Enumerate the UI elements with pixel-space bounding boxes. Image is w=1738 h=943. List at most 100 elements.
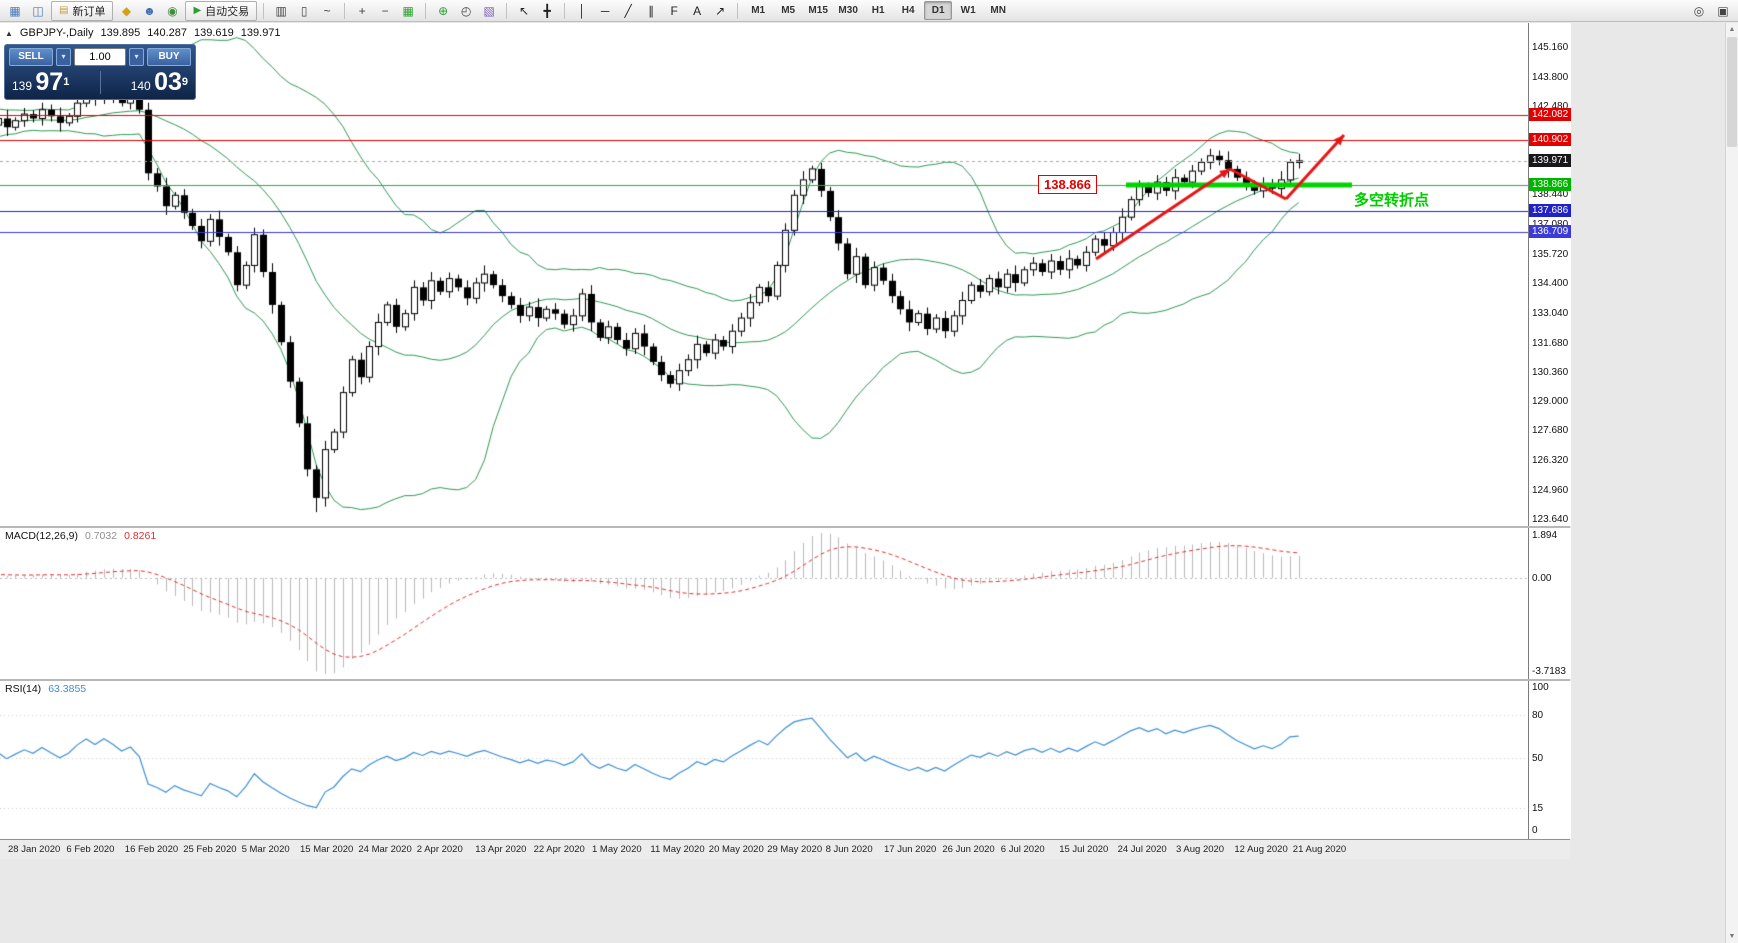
price-axis-label: 134.400 — [1532, 277, 1569, 289]
price-pane: ▲ GBPJPY-,Daily 139.895 140.287 139.619 … — [0, 23, 1571, 526]
bar-high: 140.287 — [147, 27, 188, 39]
macd-name: MACD(12,26,9) — [5, 530, 78, 542]
price-axis-label: 129.000 — [1532, 396, 1569, 408]
price-tag-136.709: 136.709 — [1529, 225, 1571, 239]
timeframe-m5[interactable]: M5 — [781, 5, 796, 16]
line-chart-icon[interactable]: ~ — [323, 3, 331, 18]
autotrade-button-label: 自动交易 — [205, 5, 250, 18]
date-label: 3 Aug 2020 — [1176, 844, 1225, 855]
timeframe-mn[interactable]: MN — [990, 5, 1006, 16]
periods-icon[interactable]: ◴ — [460, 3, 472, 18]
price-axis-label: 138.440 — [1532, 189, 1569, 201]
price-axis-label: 137.080 — [1532, 219, 1568, 230]
profiles-icon[interactable]: ◫ — [32, 3, 44, 18]
horizontal-line-icon[interactable]: ─ — [600, 3, 610, 18]
bar-chart-icon[interactable]: ▥ — [275, 3, 287, 18]
macd-axis-label: 0.00 — [1532, 572, 1552, 584]
panel-collapse-icon[interactable]: ▲ — [5, 28, 13, 38]
one-click-trading-panel: SELL ▾ ▾ BUY 139 971 140 039 — [4, 44, 196, 100]
price-chart[interactable] — [0, 23, 1528, 526]
price-axis-label: 123.640 — [1532, 513, 1569, 525]
buy-button[interactable]: BUY — [147, 48, 191, 66]
search-icon[interactable]: ◎ — [1693, 3, 1705, 18]
cursor-icon[interactable]: ↖ — [519, 3, 530, 18]
rsi-axis-label: 80 — [1532, 709, 1544, 721]
sell-price[interactable]: 139 971 — [12, 67, 69, 97]
macd-chart[interactable] — [0, 528, 1528, 679]
date-label: 15 Mar 2020 — [300, 844, 354, 855]
price-axis-label: 124.960 — [1532, 484, 1569, 496]
price-axis-label: 133.040 — [1532, 307, 1569, 319]
volume-caret-icon[interactable]: ▾ — [129, 48, 144, 66]
templates-icon[interactable]: ▧ — [483, 3, 495, 18]
date-label: 24 Mar 2020 — [358, 844, 412, 855]
zoom-in-icon[interactable]: + — [358, 3, 366, 18]
candlestick-chart-icon[interactable]: ▯ — [300, 3, 308, 18]
terminal-icon[interactable]: ◉ — [167, 3, 178, 18]
date-label: 29 May 2020 — [767, 844, 823, 855]
new-order-icon: ▤ — [59, 5, 69, 16]
date-label: 25 Feb 2020 — [183, 844, 237, 855]
timeframe-m15[interactable]: M15 — [808, 5, 828, 16]
toolbar-icon-group: ▦ ◫ — [4, 1, 49, 21]
timeframe-w1[interactable]: W1 — [960, 5, 976, 16]
toolbar-groups: ▦ ◫ ▤ 新订单 ◆ ☻ ◉ ▶ 自动交易 ▥ ▯ ~ + − ▦ ⊕ ◴ ▧ ↖ ╋ │ ─ ╱ ∥ F A ↗ M1 M5 M15 M… — [4, 0, 1012, 21]
toolbar-separator — [425, 2, 427, 19]
navigator-icon[interactable]: ☻ — [143, 3, 156, 18]
rsi-axis[interactable]: 100 80 50 15 0 — [1528, 681, 1571, 839]
timeframe-m30[interactable]: M30 — [838, 5, 858, 16]
sell-options-caret-icon[interactable]: ▾ — [56, 48, 71, 66]
arrow-objects-icon[interactable]: ↗ — [715, 3, 726, 18]
sell-button[interactable]: SELL — [9, 48, 53, 66]
scroll-down-icon[interactable]: ▼ — [1728, 933, 1736, 940]
date-label: 24 Jul 2020 — [1117, 844, 1167, 855]
macd-value-main: 0.7032 — [84, 530, 118, 542]
vertical-line-icon[interactable]: │ — [578, 3, 586, 18]
timeframe-d1[interactable]: D1 — [924, 1, 953, 20]
timeframe-h1[interactable]: H1 — [871, 5, 885, 16]
indicators-icon[interactable]: ⊕ — [438, 3, 449, 18]
rsi-chart[interactable] — [0, 681, 1528, 839]
new-chart-icon[interactable]: ▦ — [9, 3, 21, 18]
toolbar-separator — [737, 2, 739, 19]
pane-splitter[interactable] — [0, 679, 1570, 681]
turning-point-note[interactable]: 多空转折点 — [1354, 192, 1430, 209]
price-tag-139.971: 139.971 — [1529, 153, 1571, 167]
toolbar-icon-group: ⊕ ◴ ▧ — [432, 1, 500, 21]
text-icon[interactable]: A — [693, 3, 702, 18]
date-label: 12 Aug 2020 — [1234, 844, 1288, 855]
price-axis[interactable]: 145.160 143.800 142.480 138.440 137.080 135.7… — [1528, 23, 1571, 526]
scrollbar-thumb[interactable] — [1727, 37, 1737, 147]
autotrade-button[interactable]: ▶ 自动交易 — [185, 0, 258, 21]
macd-axis[interactable]: 1.894 0.00 -3.7183 — [1528, 528, 1571, 679]
vertical-scrollbar[interactable]: ▲ ▼ — [1725, 23, 1738, 943]
macd-axis-label: 1.894 — [1532, 530, 1558, 541]
rsi-name: RSI(14) — [5, 683, 42, 695]
new-order-button[interactable]: ▤ 新订单 — [51, 0, 114, 21]
buy-price[interactable]: 140 039 — [131, 67, 188, 97]
fibonacci-icon[interactable]: F — [670, 3, 678, 18]
tile-windows-icon[interactable]: ▦ — [402, 3, 414, 18]
bar-low: 139.619 — [194, 27, 234, 39]
timeframe-h4[interactable]: H4 — [901, 5, 915, 16]
pane-splitter[interactable] — [0, 526, 1570, 528]
new-window-icon[interactable]: ▣ — [1717, 3, 1729, 18]
rsi-axis-label: 0 — [1532, 825, 1538, 836]
date-axis[interactable]: 28 Jan 2020 6 Feb 2020 16 Feb 2020 25 Feb 2… — [0, 839, 1570, 859]
timeframe-m1[interactable]: M1 — [751, 5, 766, 16]
trendline-icon[interactable]: ╱ — [624, 3, 632, 18]
sell-price-point: 1 — [63, 76, 70, 88]
date-label: 11 May 2020 — [650, 844, 705, 855]
scroll-up-icon[interactable]: ▲ — [1728, 26, 1736, 33]
rsi-value: 63.3855 — [48, 683, 87, 695]
channel-icon[interactable]: ∥ — [648, 3, 655, 18]
price-annotation-box[interactable]: 138.866 — [1038, 175, 1097, 194]
crosshair-icon[interactable]: ╋ — [543, 3, 551, 18]
zoom-out-icon[interactable]: − — [381, 3, 389, 18]
market-watch-icon[interactable]: ◆ — [121, 3, 132, 18]
date-label: 2 Apr 2020 — [416, 844, 463, 855]
buy-price-figure: 140 — [130, 79, 151, 93]
volume-input[interactable] — [74, 48, 126, 66]
new-order-button-label: 新订单 — [72, 5, 106, 18]
date-label: 15 Jul 2020 — [1059, 844, 1109, 855]
